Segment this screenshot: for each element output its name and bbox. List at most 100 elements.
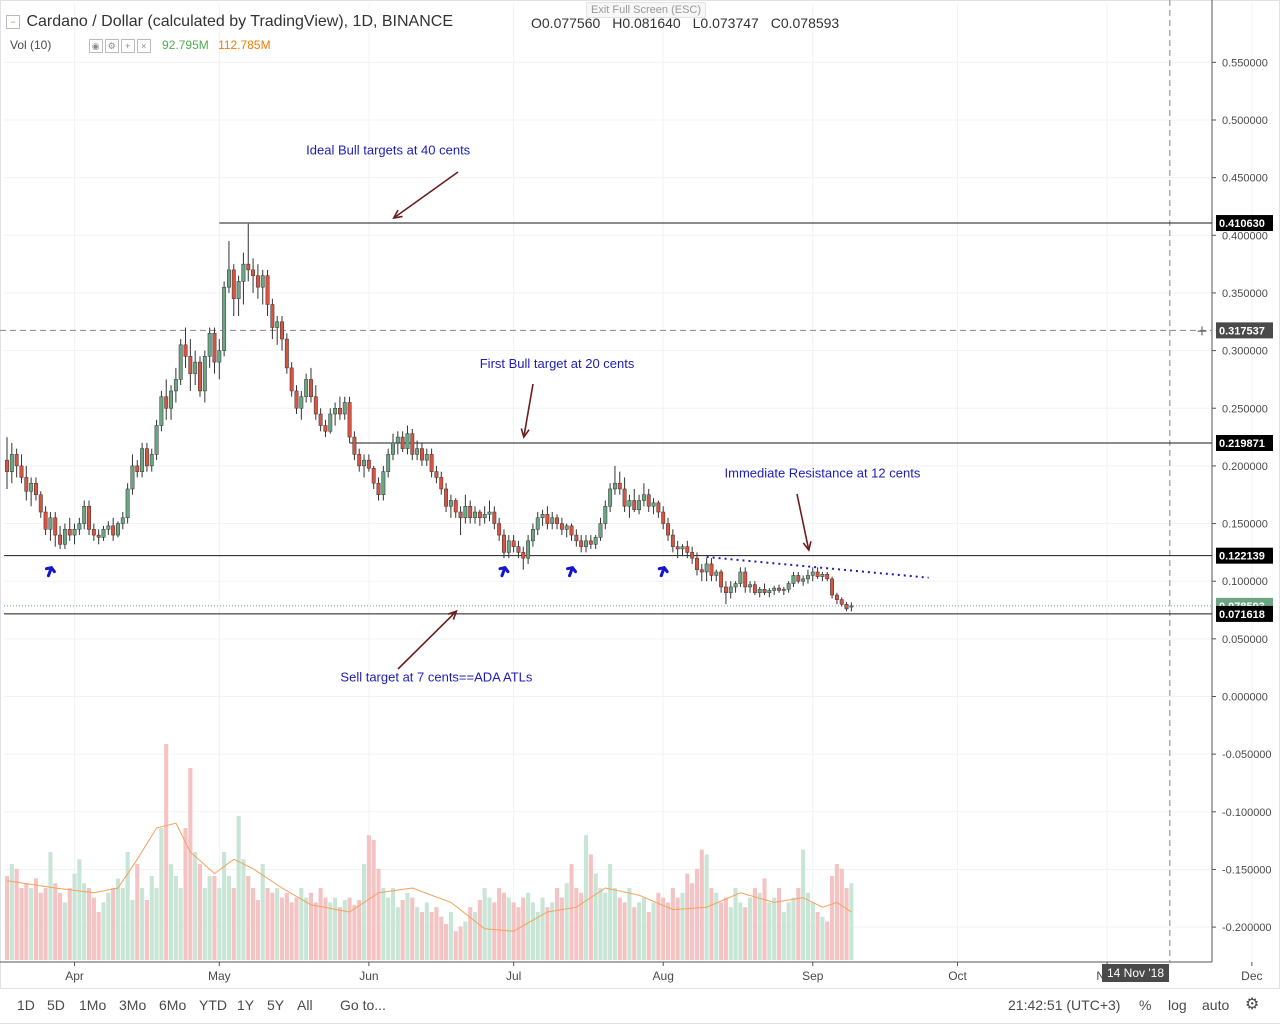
candle-body[interactable] [313,396,318,415]
candle-body[interactable] [38,494,43,513]
candle-body[interactable] [806,575,810,580]
range-1d-button[interactable]: 1D [17,997,35,1013]
candle-body[interactable] [284,338,289,369]
candle-body[interactable] [574,534,579,542]
candle-body[interactable] [265,275,270,305]
candle-body[interactable] [545,514,550,524]
candle-body[interactable] [502,534,506,553]
clock-readout[interactable]: 21:42:51 (UTC+3) [1008,997,1121,1013]
candle-body[interactable] [58,534,63,545]
candle-body[interactable] [280,321,284,340]
candle-body[interactable] [593,537,598,545]
candle-body[interactable] [844,604,849,610]
candle-body[interactable] [675,546,680,550]
candle-body[interactable] [395,436,400,444]
candle-body[interactable] [24,477,29,492]
candle-body[interactable] [217,350,222,363]
candle-body[interactable] [227,269,231,288]
candle-body[interactable] [212,333,217,363]
candle-body[interactable] [116,523,120,536]
candle-body[interactable] [511,540,516,547]
range-1y-button[interactable]: 1Y [237,997,255,1013]
candle-body[interactable] [164,396,169,409]
candle-body[interactable] [333,408,338,415]
candle-body[interactable] [482,514,487,519]
eye-icon[interactable]: ◉ [88,38,103,53]
range-3mo-button[interactable]: 3Mo [119,997,147,1013]
candle-body[interactable] [347,402,352,438]
candle-body[interactable] [723,586,728,593]
candle-body[interactable] [429,454,434,472]
candle-body[interactable] [434,471,439,478]
candle-body[interactable] [530,529,535,542]
candle-body[interactable] [82,506,87,524]
candle-body[interactable] [487,511,492,515]
candle-body[interactable] [786,583,791,590]
candle-body[interactable] [448,500,453,507]
candle-body[interactable] [444,488,449,507]
candle-body[interactable] [260,275,265,288]
candle-body[interactable] [506,540,511,553]
candle-body[interactable] [222,286,227,351]
candle-body[interactable] [400,436,405,449]
candle-body[interactable] [386,454,391,472]
candle-body[interactable] [424,454,429,461]
candle-body[interactable] [144,448,149,467]
candle-body[interactable] [371,467,376,484]
candle-body[interactable] [106,525,111,530]
candle-body[interactable] [154,425,159,455]
candle-body[interactable] [781,589,786,591]
candle-body[interactable] [34,482,38,495]
candle-body[interactable] [540,514,545,519]
candle-body[interactable] [796,575,801,582]
candle-body[interactable] [584,540,588,547]
candle-body[interactable] [598,523,603,538]
candle-body[interactable] [627,500,632,507]
candle-body[interactable] [690,552,695,559]
candle-body[interactable] [149,454,154,467]
candle-body[interactable] [96,534,101,538]
range-5y-button[interactable]: 5Y [267,997,285,1013]
candle-body[interactable] [352,436,357,455]
candle-body[interactable] [641,494,646,501]
candle-body[interactable] [458,511,463,519]
candle-body[interactable] [77,523,82,530]
candle-body[interactable] [130,465,135,490]
candle-body[interactable] [637,500,642,510]
candle-body[interactable] [820,574,825,577]
candle-body[interactable] [588,540,593,545]
candle-body[interactable] [62,529,67,545]
candle-body[interactable] [178,344,183,380]
candle-body[interactable] [328,413,333,432]
candle-body[interactable] [810,571,815,576]
candle-body[interactable] [801,578,806,582]
candle-body[interactable] [337,408,342,415]
exit-fullscreen-button[interactable]: Exit Full Screen (ESC) [586,2,707,18]
candle-body[interactable] [159,396,164,426]
candle-body[interactable] [366,459,371,469]
candle-body[interactable] [617,482,622,490]
symbol-title[interactable]: Cardano / Dollar (calculated by TradingV… [26,13,454,30]
candle-body[interactable] [101,529,106,538]
goto-button[interactable]: Go to... [340,997,386,1013]
candle-body[interactable] [564,525,569,530]
candle-body[interactable] [410,433,415,455]
candle-body[interactable] [87,506,91,530]
candle-body[interactable] [670,534,675,547]
candle-body[interactable] [685,546,690,553]
candle-body[interactable] [193,361,198,374]
candle-body[interactable] [791,575,796,584]
price-chart[interactable]: 0.550000 0.500000 0.450000 0.400000 0.350000… [0,0,1280,988]
candle-body[interactable] [231,269,236,299]
candle-body[interactable] [555,517,559,524]
candle-body[interactable] [342,402,347,415]
candle-body[interactable] [275,321,280,328]
candle-body[interactable] [362,459,366,467]
candle-body[interactable] [299,396,304,409]
candle-body[interactable] [603,506,608,524]
candle-body[interactable] [111,525,116,536]
candle-body[interactable] [318,413,323,426]
candle-body[interactable] [5,459,9,472]
settings-icon[interactable]: ⚙ [104,38,119,53]
candle-body[interactable] [207,333,212,357]
